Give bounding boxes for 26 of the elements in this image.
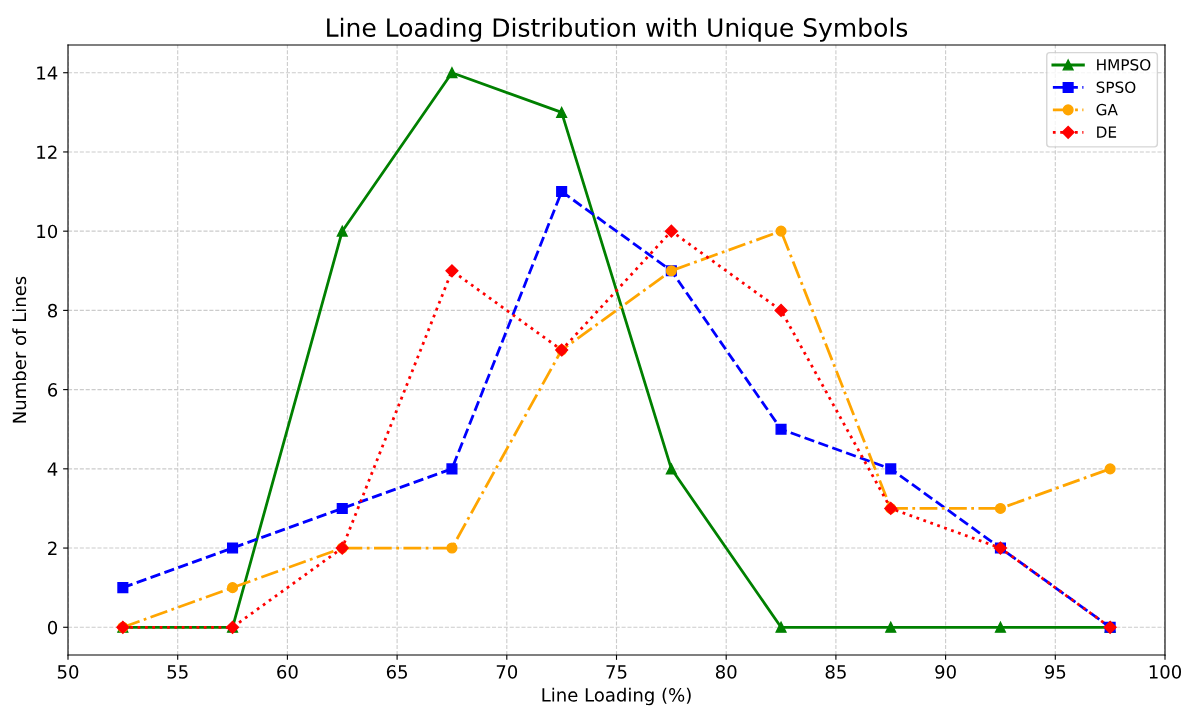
y-tick-label: 10 — [37, 224, 58, 239]
x-tick-label: 80 — [715, 665, 737, 679]
x-axis-title: Line Loading (%) — [542, 687, 691, 706]
legend-label: HMPSO — [1097, 59, 1151, 71]
x-tick-label: 85 — [825, 665, 846, 679]
x-tick-label: 55 — [167, 665, 188, 679]
chart-title: Line Loading Distribution with Unique Symbols — [327, 17, 908, 42]
x-tick-label: 95 — [1044, 665, 1066, 679]
y-tick-label: 14 — [37, 66, 58, 80]
x-tick-label: 100 — [1149, 665, 1182, 679]
x-tick-label: 65 — [386, 665, 408, 679]
x-tick-label: 75 — [606, 665, 627, 679]
x-tick-label: 50 — [57, 665, 79, 679]
x-tick-label: 60 — [277, 665, 298, 679]
y-tick-label: 6 — [48, 383, 58, 397]
y-tick-label: 4 — [47, 462, 58, 476]
x-tick-label: 90 — [935, 665, 956, 679]
legend-label: DE — [1097, 126, 1117, 138]
y-axis-title: Number of Lines — [12, 276, 27, 423]
y-tick-label: 8 — [48, 303, 58, 318]
legend-label: GA — [1096, 103, 1118, 116]
y-tick-label: 12 — [37, 145, 57, 159]
y-tick-label: 2 — [48, 541, 57, 555]
legend-label: SPSO — [1096, 81, 1136, 93]
y-tick-label: 0 — [47, 620, 58, 635]
x-tick-label: 70 — [496, 665, 518, 679]
